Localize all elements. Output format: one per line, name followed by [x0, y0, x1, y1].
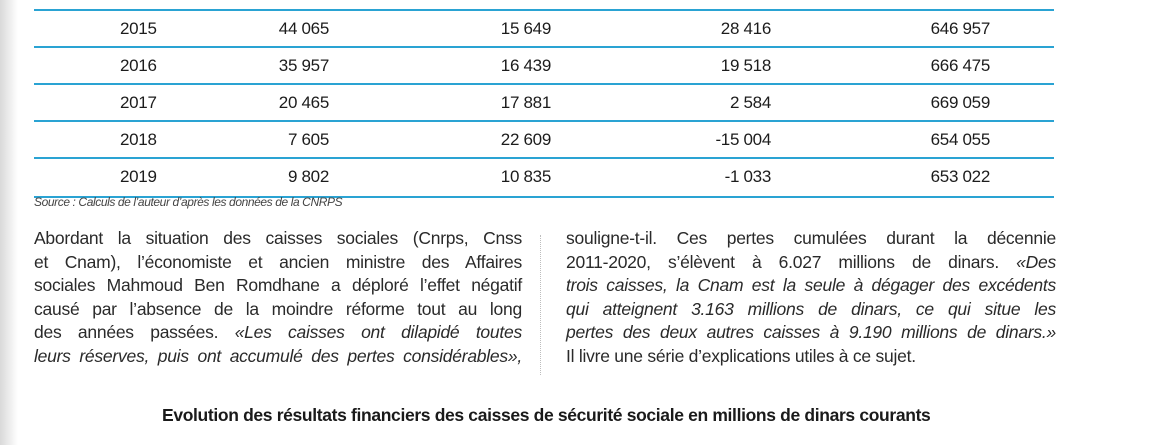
- value-cell: 653 022: [930, 167, 991, 186]
- article-paragraph: souligne-t-il. Ces pertes cumulées duran…: [566, 227, 1056, 368]
- value-cell: -1 033: [724, 167, 772, 186]
- table-row: 2016 35 957 16 439 19 518 666 475: [34, 48, 1054, 85]
- quote-line: pertes des deux autres caisses à 9.190 m…: [566, 322, 1056, 342]
- text-fragment: des années passées.: [34, 322, 235, 342]
- figure-title: Evolution des résultats financiers des c…: [162, 405, 931, 425]
- value-cell: 16 439: [500, 56, 552, 75]
- value-cell: 646 957: [930, 19, 991, 38]
- year-cell: 2019: [120, 167, 157, 186]
- text-line: Abordant la situation des caisses social…: [34, 228, 522, 248]
- table-row: 2017 20 465 17 881 2 584 669 059: [34, 85, 1054, 122]
- value-cell: 669 059: [930, 93, 991, 112]
- table-row: 2019 9 802 10 835 -1 033 653 022: [34, 159, 1054, 198]
- year-cell: 2016: [120, 56, 157, 75]
- value-cell: 17 881: [500, 93, 552, 112]
- column-divider: [540, 235, 542, 375]
- value-cell: 19 518: [720, 56, 772, 75]
- text-fragment: 2011-2020, s’élèvent à 6.027 millions de…: [566, 251, 1017, 272]
- value-cell: 654 055: [930, 130, 991, 149]
- value-cell: 20 465: [278, 93, 330, 112]
- page-edge-shadow: [0, 0, 18, 445]
- quote-fragment: «Les caisses ont dilapidé toutes: [234, 322, 523, 342]
- value-cell: 35 957: [278, 56, 330, 75]
- table-row: 2015 44 065 15 649 28 416 646 957: [34, 11, 1054, 48]
- text-line: sociales Mahmoud Ben Romdhane a déploré …: [34, 275, 522, 295]
- table-top-rule: [34, 0, 1054, 11]
- value-cell: 666 475: [930, 56, 991, 75]
- year-cell: 2015: [120, 19, 157, 38]
- financial-results-table: 2015 44 065 15 649 28 416 646 957 2016 3…: [34, 0, 1054, 198]
- value-cell: 15 649: [500, 19, 552, 38]
- value-cell: 2 584: [729, 93, 771, 112]
- text-line: causé par l’absence de la moindre réform…: [34, 298, 522, 319]
- quote-line: qui atteignent 3.163 millions de dinars,…: [566, 298, 1056, 319]
- value-cell: 10 835: [500, 167, 552, 186]
- value-cell: 7 605: [287, 130, 329, 149]
- value-cell: 9 802: [287, 167, 329, 186]
- quote-line: leurs réserves, puis ont accumulé des pe…: [34, 345, 522, 366]
- quote-fragment: «Des: [1016, 251, 1056, 272]
- value-cell: -15 004: [715, 130, 771, 149]
- text-line: souligne-t-il. Ces pertes cumulées duran…: [566, 228, 1056, 248]
- text-line: et Cnam), l’économiste et ancien ministr…: [34, 251, 522, 272]
- value-cell: 22 609: [500, 130, 552, 149]
- year-cell: 2017: [120, 93, 157, 112]
- value-cell: 28 416: [720, 19, 772, 38]
- text-line: 2011-2020, s’élèvent à 6.027 millions de…: [566, 251, 1056, 275]
- text-line: Il livre une série d’explications utiles…: [566, 345, 916, 366]
- article-column-right: souligne-t-il. Ces pertes cumulées duran…: [566, 227, 1056, 368]
- article-column-left: Abordant la situation des caisses social…: [34, 227, 522, 368]
- table-row: 2018 7 605 22 609 -15 004 654 055: [34, 122, 1054, 159]
- quote-line: trois caisses, la Cnam est la seule à dé…: [566, 275, 1056, 295]
- value-cell: 44 065: [278, 19, 330, 38]
- text-line: des années passées. «Les caisses ont dil…: [34, 321, 522, 345]
- table-source-note: Source : Calculs de l’auteur d’après les…: [34, 195, 343, 209]
- article-paragraph: Abordant la situation des caisses social…: [34, 227, 522, 368]
- year-cell: 2018: [120, 130, 157, 149]
